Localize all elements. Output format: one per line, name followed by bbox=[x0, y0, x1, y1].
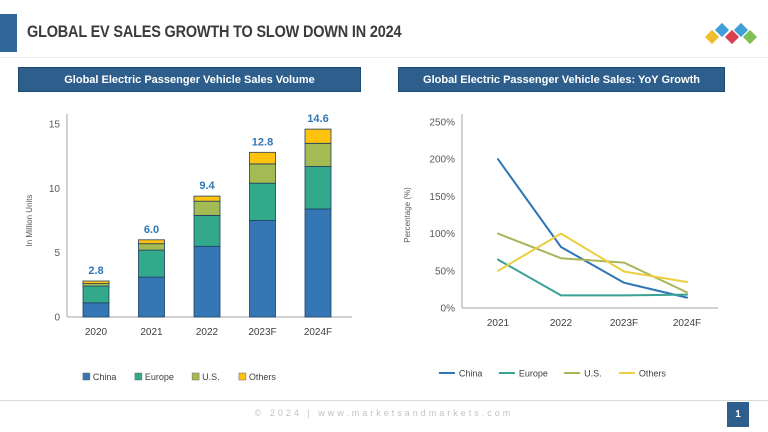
x-tick-label: 2024F bbox=[304, 327, 332, 338]
y-tick-label: 0 bbox=[54, 313, 60, 324]
footer-divider bbox=[0, 400, 768, 401]
x-tick-label: 2024F bbox=[673, 318, 701, 329]
legend-label: Others bbox=[249, 372, 277, 382]
line-series-europe bbox=[497, 258, 688, 297]
x-tick-label: 2022 bbox=[550, 318, 573, 329]
bar-segment-us bbox=[304, 142, 332, 167]
page-number-badge: 1 bbox=[727, 402, 749, 427]
legend-label: Europe bbox=[145, 372, 174, 382]
legend-swatch-europe bbox=[134, 372, 143, 381]
bar-segment-others bbox=[193, 195, 221, 202]
marketsandmarkets-logo bbox=[703, 15, 759, 46]
bar-segment-europe bbox=[249, 182, 276, 221]
bar-segment-others bbox=[82, 280, 110, 284]
bar-segment-europe bbox=[193, 215, 221, 247]
page-title: GLOBAL EV SALES GROWTH TO SLOW DOWN IN 2… bbox=[27, 22, 402, 41]
line-series-others bbox=[497, 232, 688, 283]
bar-segment-others bbox=[249, 151, 276, 165]
bar-chart-title: Global Electric Passenger Vehicle Sales … bbox=[18, 67, 361, 92]
bar-total-label: 12.8 bbox=[252, 136, 273, 148]
x-tick-label: 2022 bbox=[196, 327, 219, 338]
bar-segment-us bbox=[249, 163, 276, 184]
legend-label: U.S. bbox=[202, 372, 220, 382]
y-tick-label: 200% bbox=[429, 155, 455, 166]
line-chart: 0% 50% 100% 150% 200% 250% Percentage (%) 2021 2… bbox=[403, 114, 718, 379]
header-accent-bar bbox=[0, 14, 17, 52]
bar-segment-europe bbox=[138, 249, 165, 278]
bar-segment-us bbox=[193, 200, 221, 216]
x-tick-label: 2020 bbox=[85, 327, 108, 338]
bar-segment-china bbox=[249, 220, 276, 318]
bar-total-label: 2.8 bbox=[88, 265, 103, 277]
y-tick-label: 15 bbox=[49, 120, 61, 131]
y-tick-label: 0% bbox=[441, 304, 456, 315]
y-tick-label: 250% bbox=[429, 118, 455, 129]
legend-label: China bbox=[459, 369, 483, 379]
line-chart-title: Global Electric Passenger Vehicle Sales:… bbox=[398, 67, 725, 92]
y-axis-title: In Million Units bbox=[25, 194, 34, 246]
y-tick-label: 100% bbox=[429, 229, 455, 240]
legend-label: U.S. bbox=[584, 369, 602, 379]
bar-total-label: 14.6 bbox=[307, 113, 328, 125]
bar-segment-china bbox=[304, 208, 332, 318]
y-tick-label: 50% bbox=[435, 266, 455, 277]
legend-label: Europe bbox=[519, 369, 548, 379]
legend-label: China bbox=[93, 372, 117, 382]
bar-segment-us bbox=[138, 243, 165, 251]
legend-swatch-china bbox=[82, 372, 91, 381]
x-tick-label: 2021 bbox=[487, 318, 510, 329]
legend-swatch-us bbox=[191, 372, 200, 381]
legend-swatch-others bbox=[238, 372, 247, 381]
bar-segment-others bbox=[138, 239, 165, 245]
line-series-china bbox=[497, 158, 688, 299]
bar-segment-europe bbox=[304, 166, 332, 210]
line-series-us bbox=[497, 232, 688, 294]
y-tick-label: 5 bbox=[54, 248, 60, 259]
bar-segment-china bbox=[82, 302, 110, 318]
bar-segment-china bbox=[193, 245, 221, 318]
y-tick-label: 10 bbox=[49, 184, 61, 195]
bar-chart: 0 5 10 15 In Million Units 2.8 2020 6.0 2021 9.4 2… bbox=[25, 113, 352, 382]
y-axis-title: Percentage (%) bbox=[403, 187, 412, 243]
bar-total-label: 6.0 bbox=[144, 224, 159, 236]
bar-segment-europe bbox=[82, 285, 110, 304]
bar-total-label: 9.4 bbox=[199, 180, 215, 192]
copyright-text: © 2024 | www.marketsandmarkets.com bbox=[254, 408, 514, 418]
bar-segment-others bbox=[304, 128, 332, 144]
legend-label: Others bbox=[639, 369, 667, 379]
y-tick-label: 150% bbox=[429, 192, 455, 203]
x-tick-label: 2021 bbox=[140, 327, 163, 338]
x-tick-label: 2023F bbox=[248, 327, 276, 338]
bar-segment-china bbox=[138, 276, 165, 318]
x-tick-label: 2023F bbox=[610, 318, 638, 329]
header-divider bbox=[0, 57, 768, 58]
